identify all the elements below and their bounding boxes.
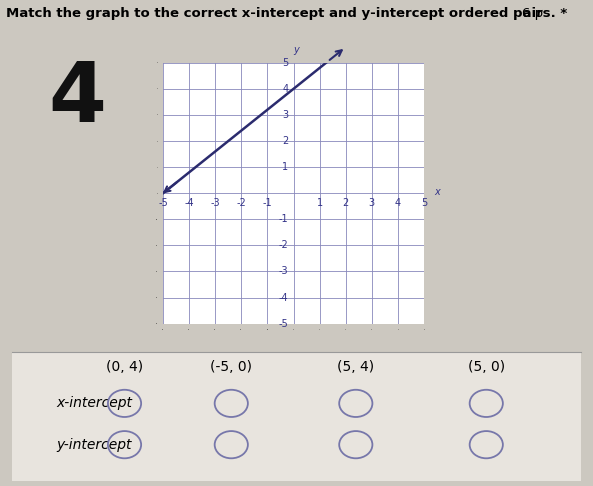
Text: 5: 5 (421, 198, 427, 208)
Text: (0, 4): (0, 4) (106, 360, 143, 374)
Text: -1: -1 (263, 198, 272, 208)
Text: x: x (434, 187, 439, 197)
Text: 3: 3 (369, 198, 375, 208)
Text: (5, 0): (5, 0) (468, 360, 505, 374)
Text: 4: 4 (48, 58, 106, 139)
Text: 2: 2 (343, 198, 349, 208)
Text: 5: 5 (282, 58, 288, 68)
Text: 3: 3 (282, 110, 288, 120)
Text: y: y (294, 45, 299, 55)
Text: 1: 1 (282, 162, 288, 172)
Text: -5: -5 (158, 198, 168, 208)
Text: -3: -3 (211, 198, 220, 208)
Text: 6 p: 6 p (522, 7, 543, 20)
Text: (5, 4): (5, 4) (337, 360, 374, 374)
Text: (-5, 0): (-5, 0) (211, 360, 252, 374)
Text: -2: -2 (237, 198, 246, 208)
Text: -2: -2 (279, 241, 288, 250)
Text: -4: -4 (279, 293, 288, 303)
Text: 4: 4 (395, 198, 401, 208)
Text: -1: -1 (279, 214, 288, 224)
Text: x-intercept: x-intercept (56, 397, 132, 410)
Text: Match the graph to the correct x-intercept and y-intercept ordered pairs. *: Match the graph to the correct x-interce… (6, 7, 567, 20)
Text: 2: 2 (282, 136, 288, 146)
Text: 4: 4 (282, 84, 288, 94)
Text: 1: 1 (317, 198, 323, 208)
Text: -5: -5 (279, 319, 288, 329)
Text: -4: -4 (184, 198, 194, 208)
Text: y-intercept: y-intercept (56, 438, 132, 451)
Text: -3: -3 (279, 266, 288, 277)
